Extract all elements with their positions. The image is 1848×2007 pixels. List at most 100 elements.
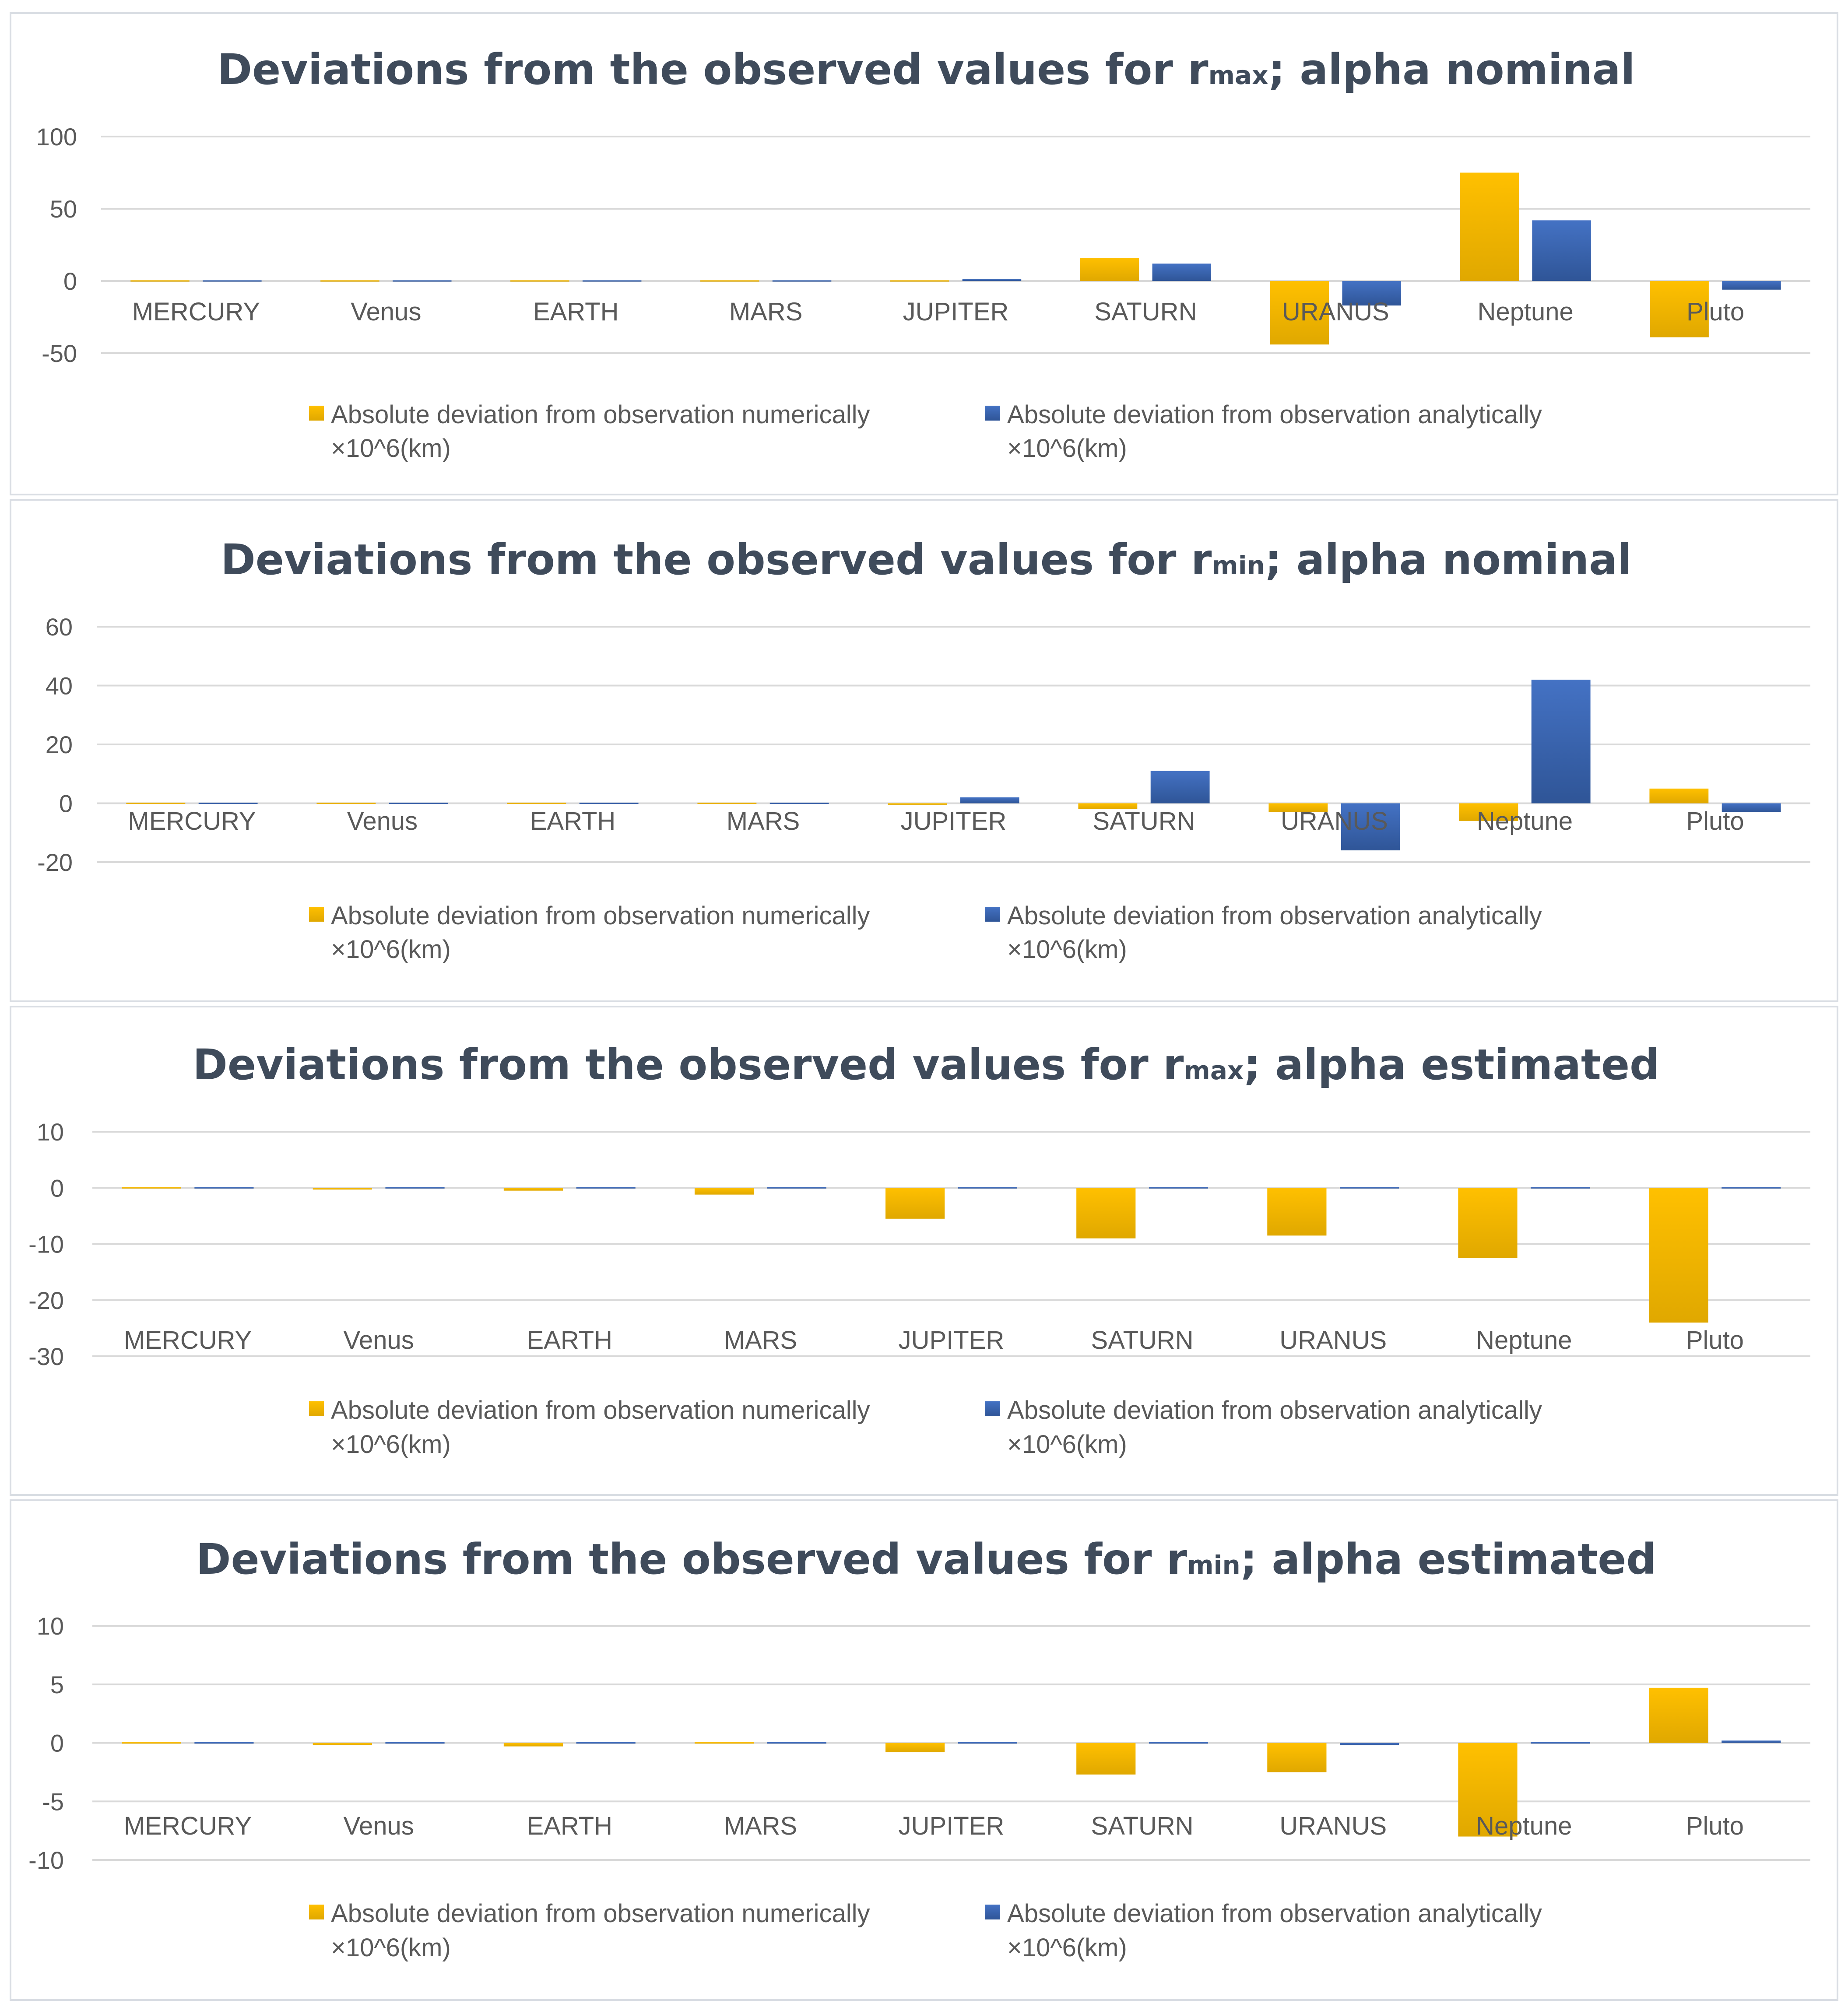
category-label-mercury: MERCURY [128,807,256,835]
y-tick-label: -20 [28,1287,64,1314]
category-label-venus: Venus [347,807,418,835]
chart-panel-rmin-estimated: Deviations from the observed values for … [10,1499,1838,2001]
category-label-mercury: MERCURY [132,298,260,326]
category-label-earth: EARTH [533,298,619,326]
legend-label-unit-analytic: ×10^6(km) [1007,935,1127,964]
bar-numeric-pluto [1650,281,1709,337]
category-label-earth: EARTH [527,1812,613,1840]
bar-numeric-earth [503,1743,563,1747]
bar-numeric-uranus [1268,803,1328,812]
category-label-neptune: Neptune [1477,807,1573,835]
y-tick-label: 40 [46,672,73,700]
chart-panel-rmin-nominal: Deviations from the observed values for … [10,499,1838,1002]
legend-label-numeric: Absolute deviation from observation nume… [331,400,870,429]
bar-analytic-neptune [1532,220,1591,281]
bar-analytic-venus [385,1187,445,1189]
category-label-jupiter: JUPITER [899,1326,1005,1354]
bar-numeric-neptune [1460,172,1519,281]
category-label-neptune: Neptune [1476,1326,1572,1354]
category-label-venus: Venus [344,1812,414,1840]
category-label-pluto: Pluto [1686,1326,1744,1354]
chart-title-suffix: ; alpha nominal [1268,45,1635,94]
category-label-venus: Venus [351,298,421,326]
bar-numeric-mercury [126,803,186,804]
category-label-saturn: SATURN [1093,807,1195,835]
legend-swatch-analytic [985,1401,1000,1416]
chart-svg: Deviations from the observed values for … [28,1535,1810,1962]
category-label-neptune: Neptune [1478,298,1574,326]
chart-title-subscript: min [1187,1550,1240,1580]
bar-analytic-pluto [1722,803,1781,812]
chart-title-subscript: min [1212,551,1265,580]
bar-analytic-jupiter [958,1187,1017,1189]
legend-label-numeric: Absolute deviation from observation nume… [331,902,870,930]
chart-title-subscript: max [1184,1056,1244,1085]
legend-label-unit-numeric: ×10^6(km) [331,1933,451,1962]
y-tick-label: 20 [46,731,73,758]
bar-numeric-mars [694,1742,754,1744]
bar-numeric-neptune [1459,803,1518,821]
chart-title: Deviations from the observed values for … [217,45,1635,94]
bar-numeric-mercury [130,280,190,282]
bar-analytic-venus [385,1742,445,1744]
y-tick-label: -50 [42,340,77,367]
chart-title-suffix: ; alpha nominal [1265,535,1632,584]
bar-numeric-mercury [122,1187,181,1189]
chart-title-main: Deviations from the observed values for … [217,45,1209,94]
y-tick-label: -5 [42,1788,64,1815]
bar-numeric-venus [313,1188,372,1190]
bar-analytic-uranus [1341,803,1400,851]
chart-svg: Deviations from the observed values for … [28,1040,1810,1459]
chart-title-main: Deviations from the observed values for … [193,1040,1184,1089]
bar-analytic-saturn [1150,771,1210,804]
bar-numeric-earth [507,803,566,804]
legend-swatch-numeric [309,406,324,421]
category-label-uranus: URANUS [1279,1326,1387,1354]
bar-numeric-venus [313,1743,372,1745]
chart-title-subscript: max [1209,60,1268,90]
y-tick-label: 10 [37,1612,64,1640]
legend-swatch-numeric [309,1401,324,1416]
bar-numeric-neptune [1458,1188,1518,1258]
bar-numeric-mars [700,280,759,282]
bar-numeric-jupiter [885,1743,945,1752]
chart-title-suffix: ; alpha estimated [1240,1535,1656,1584]
chart-panel-rmax-estimated: Deviations from the observed values for … [10,1006,1838,1496]
category-label-uranus: URANUS [1279,1812,1387,1840]
legend-swatch-analytic [985,406,1000,421]
bar-analytic-venus [393,280,452,282]
category-label-venus: Venus [344,1326,414,1354]
category-label-saturn: SATURN [1091,1326,1194,1354]
bar-analytic-mars [772,280,832,282]
bar-analytic-venus [389,803,448,804]
y-tick-label: 0 [50,1174,64,1202]
chart-title-suffix: ; alpha estimated [1244,1040,1659,1089]
category-label-uranus: URANUS [1281,807,1388,835]
bar-analytic-jupiter [958,1742,1017,1744]
bar-analytic-uranus [1339,1743,1399,1745]
legend-label-unit-analytic: ×10^6(km) [1007,1430,1127,1459]
y-tick-label: 60 [46,613,73,641]
chart-title: Deviations from the observed values for … [196,1535,1656,1584]
category-label-jupiter: JUPITER [901,807,1007,835]
bar-analytic-mercury [198,803,258,804]
legend-label-unit-analytic: ×10^6(km) [1007,1933,1127,1962]
chart-title-main: Deviations from the observed values for … [221,535,1212,584]
bar-numeric-mars [697,803,757,804]
category-label-mercury: MERCURY [124,1812,252,1840]
y-tick-label: -30 [28,1343,64,1370]
bar-analytic-uranus [1339,1187,1399,1189]
bar-analytic-neptune [1531,680,1591,804]
bar-analytic-saturn [1149,1742,1209,1744]
legend-label-numeric: Absolute deviation from observation nume… [331,1396,870,1425]
legend-swatch-numeric [309,907,324,922]
chart-title-main: Deviations from the observed values for … [196,1535,1187,1584]
bar-analytic-mars [769,803,829,804]
legend-label-analytic: Absolute deviation from observation anal… [1007,1899,1542,1928]
bar-analytic-mars [767,1187,826,1189]
bar-numeric-saturn [1076,1188,1136,1239]
bar-numeric-mars [694,1188,754,1195]
bar-numeric-pluto [1649,1188,1708,1323]
bar-analytic-pluto [1722,281,1781,290]
bar-numeric-saturn [1076,1743,1136,1775]
